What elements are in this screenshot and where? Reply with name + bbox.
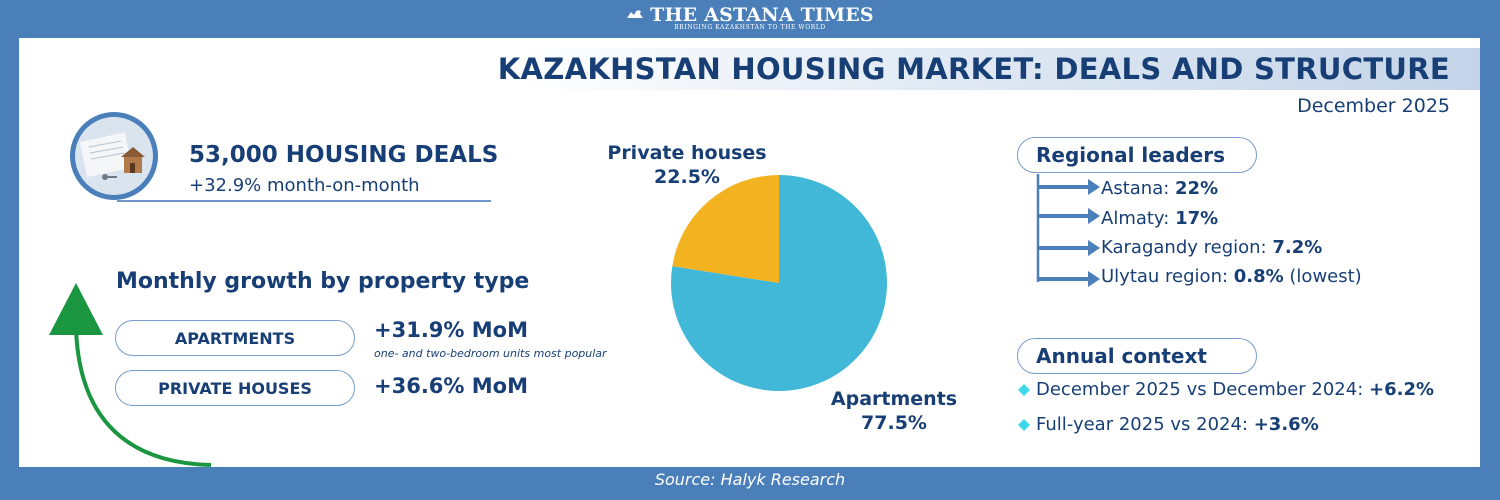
newspaper-logo-icon: [627, 10, 644, 18]
diamond-bullet-icon: [1018, 418, 1030, 431]
region-item: Astana: 22%: [1101, 178, 1218, 199]
pie-chart: [671, 175, 887, 391]
region-item: Ulytau region: 0.8% (lowest): [1101, 266, 1362, 287]
deals-headline: 53,000 HOUSING DEALS: [189, 142, 499, 168]
region-suffix: (lowest): [1283, 266, 1362, 287]
annual-item-value: +6.2%: [1369, 379, 1435, 400]
annual-item-value: +3.6%: [1253, 414, 1319, 435]
growth-note-apartments: one- and two-bedroom units most popular: [374, 347, 607, 360]
house-photo-icon: [70, 112, 158, 200]
pie-label-private-houses-name: Private houses: [607, 142, 767, 164]
growth-heading: Monthly growth by property type: [116, 269, 530, 294]
region-name: Astana:: [1101, 178, 1176, 199]
report-date: December 2025: [1297, 95, 1450, 117]
annual-item: December 2025 vs December 2024: +6.2%: [1017, 379, 1434, 400]
annual-item-text: Full-year 2025 vs 2024:: [1036, 414, 1254, 435]
divider: [117, 200, 491, 202]
source-note: Source: Halyk Research: [654, 470, 846, 489]
bracket-arrow-icon: [1036, 174, 1100, 287]
growth-value-private-houses: +36.6% MoM: [374, 374, 528, 398]
masthead: THE ASTANA TIMES BRINGING KAZAKHSTAN TO …: [0, 4, 1500, 38]
annual-item-text: December 2025 vs December 2024:: [1036, 379, 1369, 400]
pie-label-private-houses: Private houses 22.5%: [587, 142, 787, 188]
region-value: 7.2%: [1272, 237, 1323, 258]
infographic-card: KAZAKHSTAN HOUSING MARKET: DEALS AND STR…: [19, 38, 1480, 467]
regional-leaders-heading: Regional leaders: [1017, 137, 1257, 173]
region-value: 0.8%: [1233, 266, 1284, 287]
region-name: Almaty:: [1101, 208, 1176, 229]
region-item: Almaty: 17%: [1101, 208, 1218, 229]
pie-label-private-houses-value: 22.5%: [654, 166, 720, 188]
masthead-tagline: BRINGING KAZAKHSTAN TO THE WORLD: [674, 24, 826, 31]
title-band: [519, 48, 1480, 90]
pie-label-apartments-name: Apartments: [830, 388, 958, 410]
region-value: 22%: [1175, 178, 1219, 199]
pill-apartments: APARTMENTS: [115, 320, 355, 356]
annual-item: Full-year 2025 vs 2024: +3.6%: [1017, 414, 1319, 435]
region-value: 17%: [1175, 208, 1219, 229]
pie-label-apartments-value: 77.5%: [861, 412, 927, 434]
masthead-name: THE ASTANA TIMES: [650, 4, 874, 26]
region-name: Ulytau region:: [1101, 266, 1234, 287]
diamond-bullet-icon: [1018, 383, 1030, 396]
region-item: Karagandy region: 7.2%: [1101, 237, 1322, 258]
deals-change: +32.9% month-on-month: [189, 175, 420, 196]
growth-arrow-icon: [49, 283, 212, 467]
growth-value-apartments: +31.9% MoM: [374, 318, 528, 342]
annual-context-heading: Annual context: [1017, 338, 1257, 374]
pie-slice-private-houses: [672, 175, 779, 283]
pill-private-houses: PRIVATE HOUSES: [115, 370, 355, 406]
pie-label-apartments: Apartments 77.5%: [809, 388, 979, 434]
region-name: Karagandy region:: [1101, 237, 1273, 258]
page-title: KAZAKHSTAN HOUSING MARKET: DEALS AND STR…: [497, 52, 1450, 86]
